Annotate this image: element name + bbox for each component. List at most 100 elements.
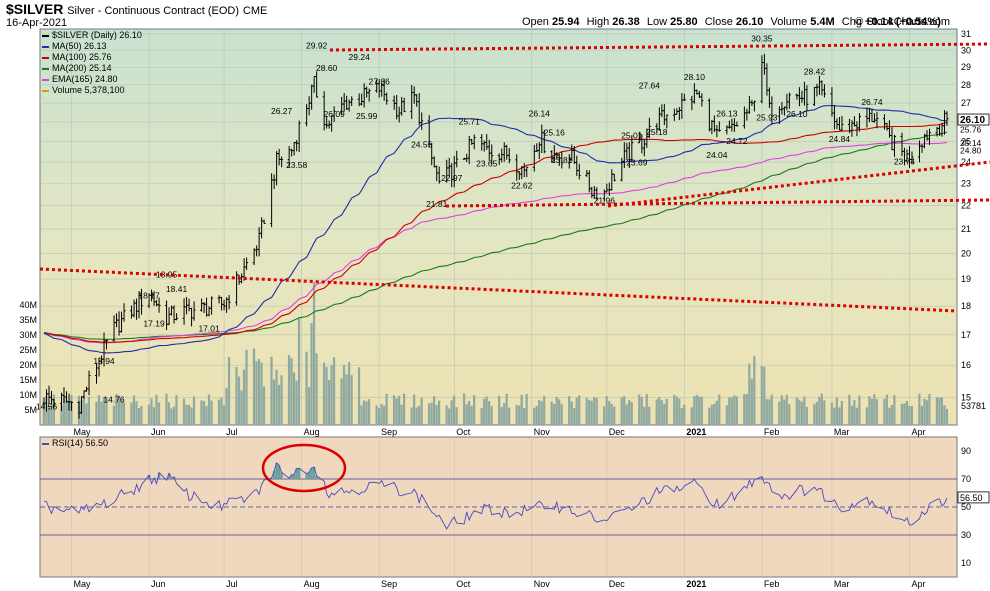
price-tick-label: 24 [961,157,971,167]
volume-bar [673,394,676,425]
price-bar [420,112,424,130]
rsi-month-tick-label: Dec [609,579,626,589]
volume-bar [625,404,628,425]
volume-bar [100,401,103,425]
volume-bar [85,403,88,425]
price-annotation: 28.42 [804,66,826,76]
price-annotation: 25.18 [646,127,668,137]
price-bar [192,301,196,321]
stockcharts-credit: © StockCharts.com [855,16,950,28]
price-bar [210,296,214,315]
volume-bar [305,351,308,425]
price-bar [87,370,91,396]
volume-bar [240,390,243,425]
volume-bar [465,404,468,425]
volume-bar [485,396,488,425]
legend-ma50: MA(50) 26.13 [42,41,107,51]
price-bar [507,148,511,164]
volume-bar [120,399,123,425]
volume-bar [823,400,826,425]
svg-text:25.76: 25.76 [960,125,982,135]
volume-bar [205,405,208,425]
price-tick-label: 20 [961,248,971,258]
legend-ma100: MA(100) 25.76 [42,52,112,62]
price-bar [717,121,721,132]
volume-tick-label: 35M [19,315,37,325]
volume-bar [155,394,158,425]
volume-bar [713,403,716,425]
volume-bar [292,372,296,425]
volume-bar [115,393,118,425]
volume-bar [783,399,786,425]
volume-bar [362,400,366,425]
month-tick-label: 2021 [686,427,706,437]
volume-bar [830,402,833,425]
volume-bar [415,407,418,425]
volume-bar [630,402,633,425]
price-tick-label: 27 [961,98,971,108]
volume-bar [332,357,336,425]
price-marker: 24.80 [960,146,982,156]
volume-bar [940,397,943,425]
price-annotation: 26.09 [324,109,346,119]
volume-bar [137,408,141,425]
volume-bar [908,406,911,425]
change-value: +0.14 (+0.54%) [865,16,941,28]
volume-bar [65,399,68,425]
volume-bar [87,396,91,425]
volume-bar [350,375,353,425]
volume-bar [663,403,666,425]
chart-date: 16-Apr-2021 [6,17,68,29]
price-bar [157,297,161,313]
volume-bar [883,398,886,425]
price-bar [630,135,634,163]
price-bar [857,113,861,132]
price-bar [945,111,949,126]
ohlc-readout: Open 25.94 High 26.38 Low 25.80 Close 26… [522,16,945,28]
volume-bar [47,405,51,425]
volume-bar [803,396,806,425]
volume-tick-label: 40M [19,300,37,310]
volume-bar [342,365,346,425]
volume-bar [520,394,523,425]
volume-bar [638,394,641,425]
volume-bar [95,401,98,425]
volume-bar [112,405,116,425]
volume-tick-label: 25M [19,345,37,355]
price-bar [315,71,319,98]
legend-ma50-text: MA(50) 26.13 [52,41,107,51]
price-annotation: 26.74 [861,97,883,107]
volume-bar [480,407,483,425]
volume-bar [795,397,798,425]
low-label: Low [646,16,668,28]
volume-bar [122,402,126,425]
volume-bar [217,399,221,425]
price-bar [52,398,56,408]
symbol-description: Silver - Continuous Contract (EOD) [67,5,239,17]
volume-bar [643,406,646,425]
volume-bar [655,399,658,425]
volume-bar [660,400,663,425]
volume-bar [560,403,563,425]
volume-bar [765,399,768,425]
volume-bar [367,399,371,425]
volume-bar [327,379,331,425]
price-bar [332,106,336,122]
ma100-line [43,121,948,343]
rsi-month-tick-label: Sep [381,579,397,589]
volume-bar [50,403,53,425]
month-tick-label: Jun [151,427,166,437]
volume-bar [778,401,781,425]
price-annotation: 25.93 [756,112,778,122]
volume-bar [760,366,763,425]
chart-symbol: $SILVER Silver - Continuous Contract (EO… [6,1,267,17]
volume-bar [62,398,66,425]
price-tick-label: 21 [961,224,971,234]
rsi-month-tick-label: Oct [456,579,471,589]
volume-bar [175,395,178,425]
volume-bar [382,405,386,425]
open-value: 25.94 [551,16,580,28]
price-annotation: 30.35 [751,33,773,43]
volume-bar [270,356,273,425]
